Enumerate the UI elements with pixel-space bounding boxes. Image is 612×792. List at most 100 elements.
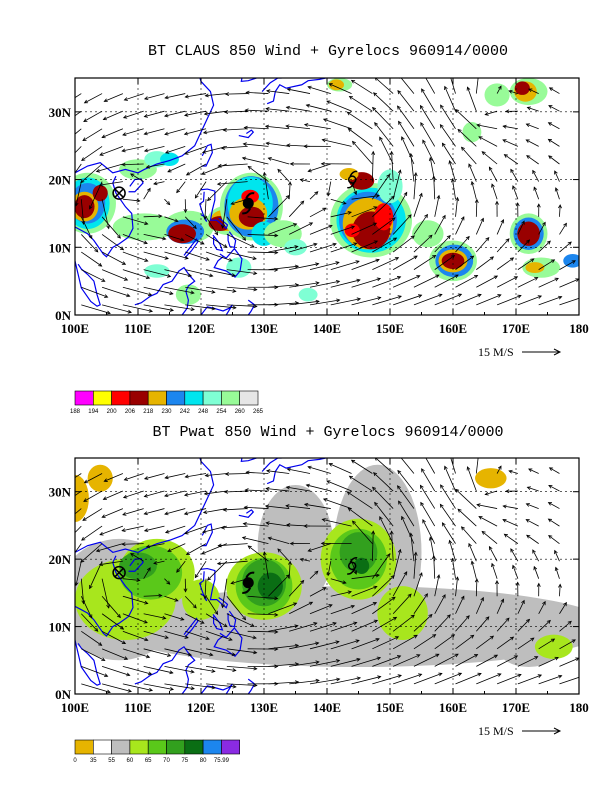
- wind-vector: [83, 110, 103, 122]
- wind-vector: [496, 674, 522, 685]
- wind-vector: [327, 181, 332, 196]
- wind-vector-head: [515, 581, 520, 586]
- wind-vector: [101, 216, 121, 239]
- wind-vector-head: [294, 245, 299, 249]
- wind-vector-head: [470, 180, 475, 186]
- wind-vector: [351, 240, 378, 253]
- wind-vector-head: [184, 151, 189, 155]
- wind-vector: [351, 657, 381, 667]
- wind-vector-head: [192, 604, 197, 609]
- wind-vector-head: [307, 85, 312, 90]
- wind-vector-head: [448, 72, 451, 75]
- coastline-segment: [75, 260, 101, 307]
- field-region: [168, 224, 196, 244]
- wind-vector-head: [164, 113, 169, 118]
- field-region: [175, 284, 201, 305]
- wind-vector-head: [398, 120, 402, 125]
- wind-vector: [538, 259, 555, 270]
- wind-vector: [226, 304, 257, 307]
- wind-vector-head: [567, 620, 572, 625]
- wind-vector-head: [216, 561, 222, 566]
- wind-vector-head: [285, 105, 290, 110]
- wind-vector: [559, 297, 579, 306]
- wind-vector-head: [446, 234, 451, 240]
- wind-vector-head: [320, 161, 325, 166]
- wind-vector-head: [526, 486, 531, 491]
- wind-vector: [475, 78, 479, 94]
- wind-vector-head: [481, 530, 486, 535]
- wind-vector-head: [185, 551, 191, 555]
- wind-vector: [347, 111, 373, 130]
- wind-vector-head: [294, 264, 300, 269]
- wind-vector-head: [184, 474, 189, 479]
- wind-vector-head: [376, 277, 382, 282]
- field-region: [484, 83, 510, 107]
- wind-vector-head: [143, 96, 149, 100]
- wind-vector: [289, 282, 319, 288]
- wind-vector-head: [166, 201, 171, 206]
- wind-vector-head: [300, 579, 305, 585]
- wind-vector-head: [65, 519, 68, 522]
- wind-vector-head: [164, 493, 169, 498]
- wind-vector: [122, 286, 152, 296]
- wind-vector-head: [396, 276, 402, 280]
- wind-vector: [434, 255, 455, 270]
- wind-vector: [218, 543, 248, 547]
- lon-tick-label: 180: [569, 700, 589, 715]
- wind-vector: [538, 675, 562, 685]
- wind-vector: [461, 146, 477, 165]
- wind-vector-head: [508, 89, 513, 94]
- wind-vector-head: [476, 503, 481, 508]
- wind-vector-head: [554, 187, 559, 192]
- wind-vector: [81, 665, 108, 677]
- wind-vector-head: [484, 111, 489, 116]
- wind-vector-head: [121, 528, 126, 533]
- wind-vector: [526, 534, 539, 544]
- wind-vector: [81, 304, 111, 314]
- wind-vector-head: [83, 498, 88, 502]
- gridlines: [75, 458, 579, 694]
- wind-vector: [348, 507, 373, 527]
- wind-vector-head: [435, 274, 440, 279]
- wind-vector-head: [243, 125, 248, 130]
- wind-vector-head: [554, 566, 559, 571]
- wind-vector: [420, 485, 436, 509]
- wind-vector: [392, 275, 420, 288]
- wind-vector-head: [489, 256, 495, 261]
- wind-vector: [122, 578, 140, 581]
- wind-vector: [286, 505, 311, 509]
- wind-vector: [323, 118, 352, 130]
- wind-vector: [75, 543, 82, 554]
- wind-vector-head: [243, 505, 248, 510]
- wind-vector-head: [372, 486, 377, 491]
- field-region: [354, 557, 370, 574]
- wind-vector: [99, 181, 123, 186]
- wind-vector-head: [313, 242, 318, 247]
- wind-vector-head: [353, 190, 358, 196]
- wind-vector-head: [232, 289, 237, 293]
- wind-vector-head: [121, 162, 126, 167]
- wind-vector: [124, 473, 144, 481]
- wind-vector: [81, 146, 103, 161]
- wind-vector-head: [422, 139, 426, 144]
- wind-vector: [371, 151, 374, 182]
- wind-vector: [89, 560, 103, 589]
- wind-vector-head: [493, 654, 499, 659]
- wind-vector: [164, 110, 186, 117]
- legend-label: 218: [143, 409, 154, 415]
- wind-vector-head: [81, 157, 86, 161]
- wind-vector: [309, 261, 340, 271]
- wind-vector-head: [294, 624, 299, 629]
- wind-vector-head: [353, 242, 358, 247]
- wind-vector-head: [396, 655, 402, 659]
- wind-vector: [81, 286, 108, 298]
- wind-vector-head: [264, 124, 270, 129]
- wind-vector: [81, 683, 111, 693]
- wind-vector: [243, 523, 269, 527]
- wind-vector: [548, 122, 560, 130]
- wind-vector: [143, 234, 166, 240]
- wind-vector: [226, 630, 257, 639]
- wind-vector-head: [65, 101, 68, 104]
- wind-vector-head: [513, 655, 519, 659]
- wind-vector-head: [547, 502, 553, 506]
